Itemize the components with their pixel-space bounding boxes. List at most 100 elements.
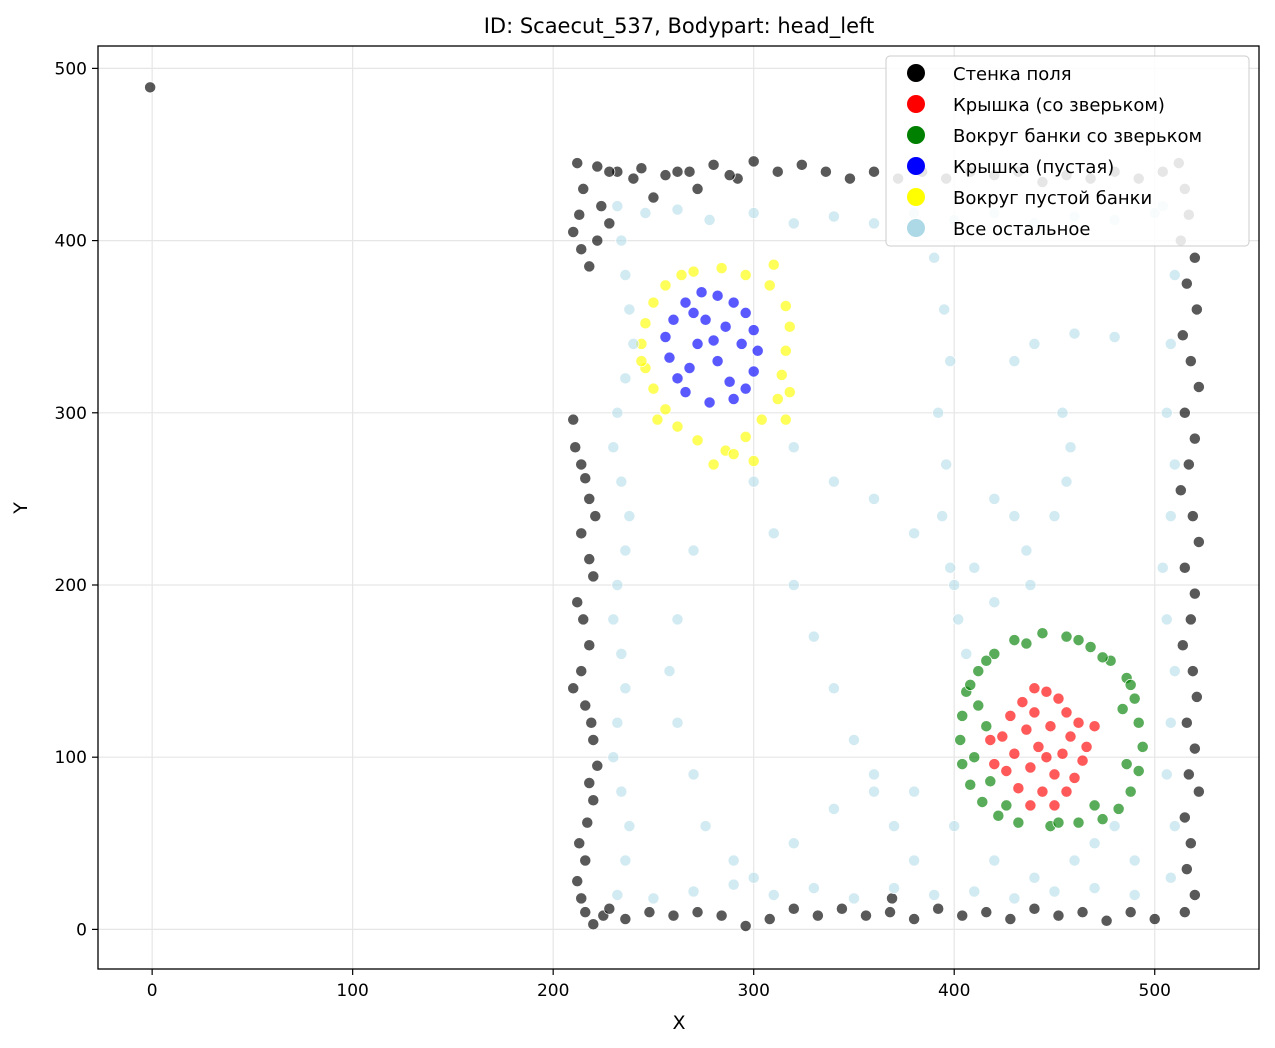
scatter-point [960,647,973,660]
scatter-point [787,579,800,591]
scatter-point [1188,889,1201,901]
scatter-point [835,902,848,915]
scatter-point [775,368,788,381]
legend-label: Крышка (пустая) [953,157,1114,178]
scatter-point [779,413,792,426]
scatter-point [1190,690,1203,703]
scatter-point [1028,902,1041,915]
scatter-point [1000,799,1013,812]
scatter-point [956,909,969,922]
scatter-point [1028,337,1041,350]
scatter-point [1164,337,1177,350]
x-tick-label: 0 [147,981,158,1001]
scatter-point [575,892,588,905]
y-tick-label: 200 [55,576,87,596]
scatter-point [980,654,993,667]
scatter-point [703,396,716,409]
legend-label: Вокруг банки со зверьком [953,126,1202,147]
scatter-point [1096,651,1109,664]
scatter-point [783,320,796,333]
scatter-point [956,758,969,771]
scatter-point [1120,758,1133,771]
legend-marker [907,64,925,82]
scatter-point [1068,771,1081,784]
scatter-point [1186,665,1199,678]
scatter-point [1008,892,1021,905]
scatter-point [571,875,584,888]
scatter-point [715,909,728,922]
scatter-point [1060,706,1073,719]
scatter-point [587,570,600,583]
scatter-point [948,820,961,833]
scatter-point [739,306,752,319]
scatter-point [651,413,664,426]
scatter-point [763,279,776,292]
scatter-point [635,162,648,175]
scatter-point [583,553,596,566]
scatter-point [619,913,632,926]
scatter-point [627,337,640,350]
scatter-point [577,613,590,626]
scatter-point [1024,799,1037,812]
scatter-point [944,561,957,574]
scatter-point [1052,909,1065,922]
scatter-point [607,441,620,454]
scatter-point [679,296,692,309]
scatter-point [1036,785,1049,798]
scatter-point [144,81,157,94]
legend-marker [907,188,925,206]
scatter-point [1132,716,1145,729]
legend-label: Крышка (со зверьком) [953,95,1165,116]
scatter-point [739,919,752,932]
x-tick-label: 400 [938,981,970,1001]
scatter-point [603,217,616,230]
scatter-point [886,892,899,905]
scatter-point [623,303,636,316]
scatter-point [827,210,840,223]
scatter-point [787,902,800,915]
scatter-point [771,393,784,405]
scatter-point [687,306,700,319]
scatter-point [687,265,700,278]
scatter-point [1180,716,1193,729]
x-axis-label: X [672,1012,685,1034]
scatter-point [763,913,776,926]
series-group [635,258,796,471]
scatter-point [1128,889,1141,901]
scatter-point [938,303,951,316]
scatter-point [751,344,764,357]
scatter-point [579,472,592,485]
scatter-point [928,251,941,264]
scatter-point [687,885,700,898]
y-tick-label: 300 [55,404,87,424]
scatter-point [579,854,592,867]
scatter-point [1036,627,1049,640]
legend-label: Стенка поля [953,64,1072,85]
scatter-point [1178,406,1191,419]
scatter-point [1188,432,1201,445]
scatter-point [1188,251,1201,264]
scatter-point [1020,723,1033,736]
scatter-point [1040,751,1053,764]
legend-label: Все остальное [953,219,1090,240]
scatter-point [956,709,969,722]
scatter-point [767,889,780,901]
scatter-point [1072,816,1085,829]
scatter-point [1160,768,1173,781]
scatter-point [607,613,620,626]
y-tick-label: 500 [55,59,87,79]
scatter-point [972,699,985,712]
scatter-point [667,313,680,326]
scatter-point [928,889,941,901]
scatter-point [639,317,652,330]
scatter-point [659,331,672,343]
scatter-point [671,613,684,626]
scatter-point [980,906,993,919]
scatter-point [1180,277,1193,290]
scatter-point [723,375,736,388]
scatter-point [575,243,588,256]
scatter-point [623,820,636,833]
scatter-point [1080,740,1093,753]
scatter-point [647,892,660,905]
